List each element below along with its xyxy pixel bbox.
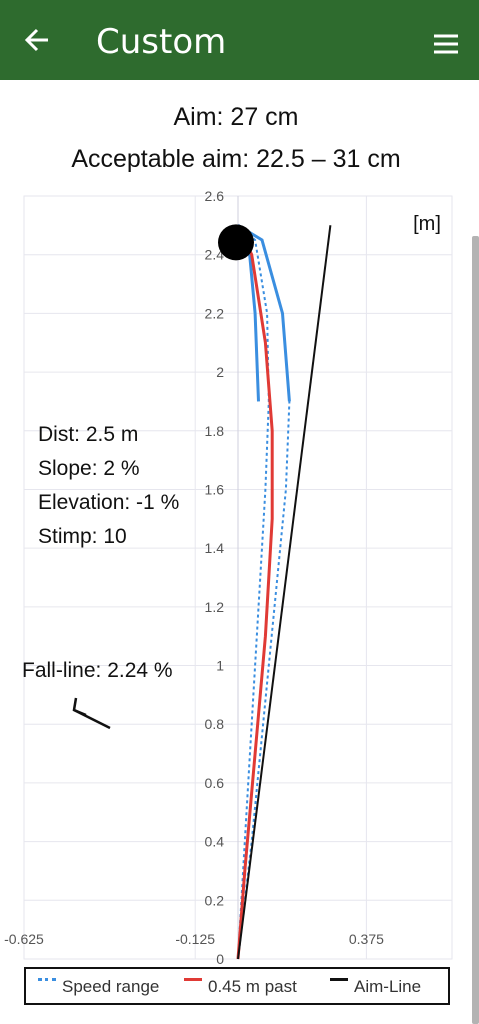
series-line-aim-line [237,225,332,960]
y-tick-label: 0.2 [205,892,225,908]
putt-chart: 0 0.2 0.4 0.6 0.8 1 1.2 1.4 1.6 1.8 2 2.2 2.4 2.6 -0.6… [4,188,453,967]
y-tick-label: 2.6 [205,188,225,204]
hole-marker [218,224,254,261]
y-tick-label: 1.4 [205,540,225,556]
y-tick-label: 2.4 [205,247,225,263]
putt-stats: Dist: 2.5 m Slope: 2 % Elevation: -1 % S… [38,418,179,554]
slope-text: Slope: 2 % [38,457,140,480]
legend-swatch-aim-line [330,978,348,981]
series-line-speed-range [237,224,291,960]
acceptable-aim-text: Acceptable aim: 22.5 – 31 cm [71,145,401,173]
legend-swatch-past [184,978,202,981]
scrollbar-thumb[interactable] [472,236,479,1024]
y-tick-label: 0.8 [205,716,225,732]
back-button[interactable] [18,18,58,62]
x-tick-label: 0.375 [349,931,384,947]
y-tick-label: 1.6 [205,481,225,497]
page-title: Custom [96,22,227,62]
elevation-text: Elevation: -1 % [38,491,180,514]
y-tick-label: 0.4 [205,834,225,850]
chart-legend: Speed range 0.45 m past Aim-Line [24,967,450,1005]
y-tick-label: 0 [216,951,224,967]
hamburger-menu-icon [434,34,458,54]
fall-line-text: Fall-line: 2.24 % [22,659,173,682]
fall-line-arrow-icon [72,697,87,717]
series-line-0-45-m-past [236,224,274,960]
y-tick-label: 1.8 [205,423,225,439]
y-tick-label: 1.2 [205,599,225,615]
y-tick-label: 2 [216,364,224,380]
arrow-left-icon [24,28,48,52]
y-tick-label: 2.2 [205,305,225,321]
legend-swatch-speed-range [38,978,56,981]
app-bar: Custom [0,0,479,80]
stimp-text: Stimp: 10 [38,525,127,548]
x-tick-label: -0.625 [4,931,44,947]
legend-label-aim-line: Aim-Line [354,977,422,996]
y-tick-label: 1 [216,658,224,674]
y-tick-label: 0.6 [205,775,225,791]
menu-button[interactable] [428,22,464,62]
series-line-speed-range [237,224,270,960]
x-tick-label: -0.125 [175,931,215,947]
distance-text: Dist: 2.5 m [38,423,139,446]
aim-text: Aim: 27 cm [173,103,299,131]
legend-label-speed-range: Speed range [62,977,160,996]
units-label: [m] [413,213,441,235]
legend-label-past: 0.45 m past [208,977,297,996]
